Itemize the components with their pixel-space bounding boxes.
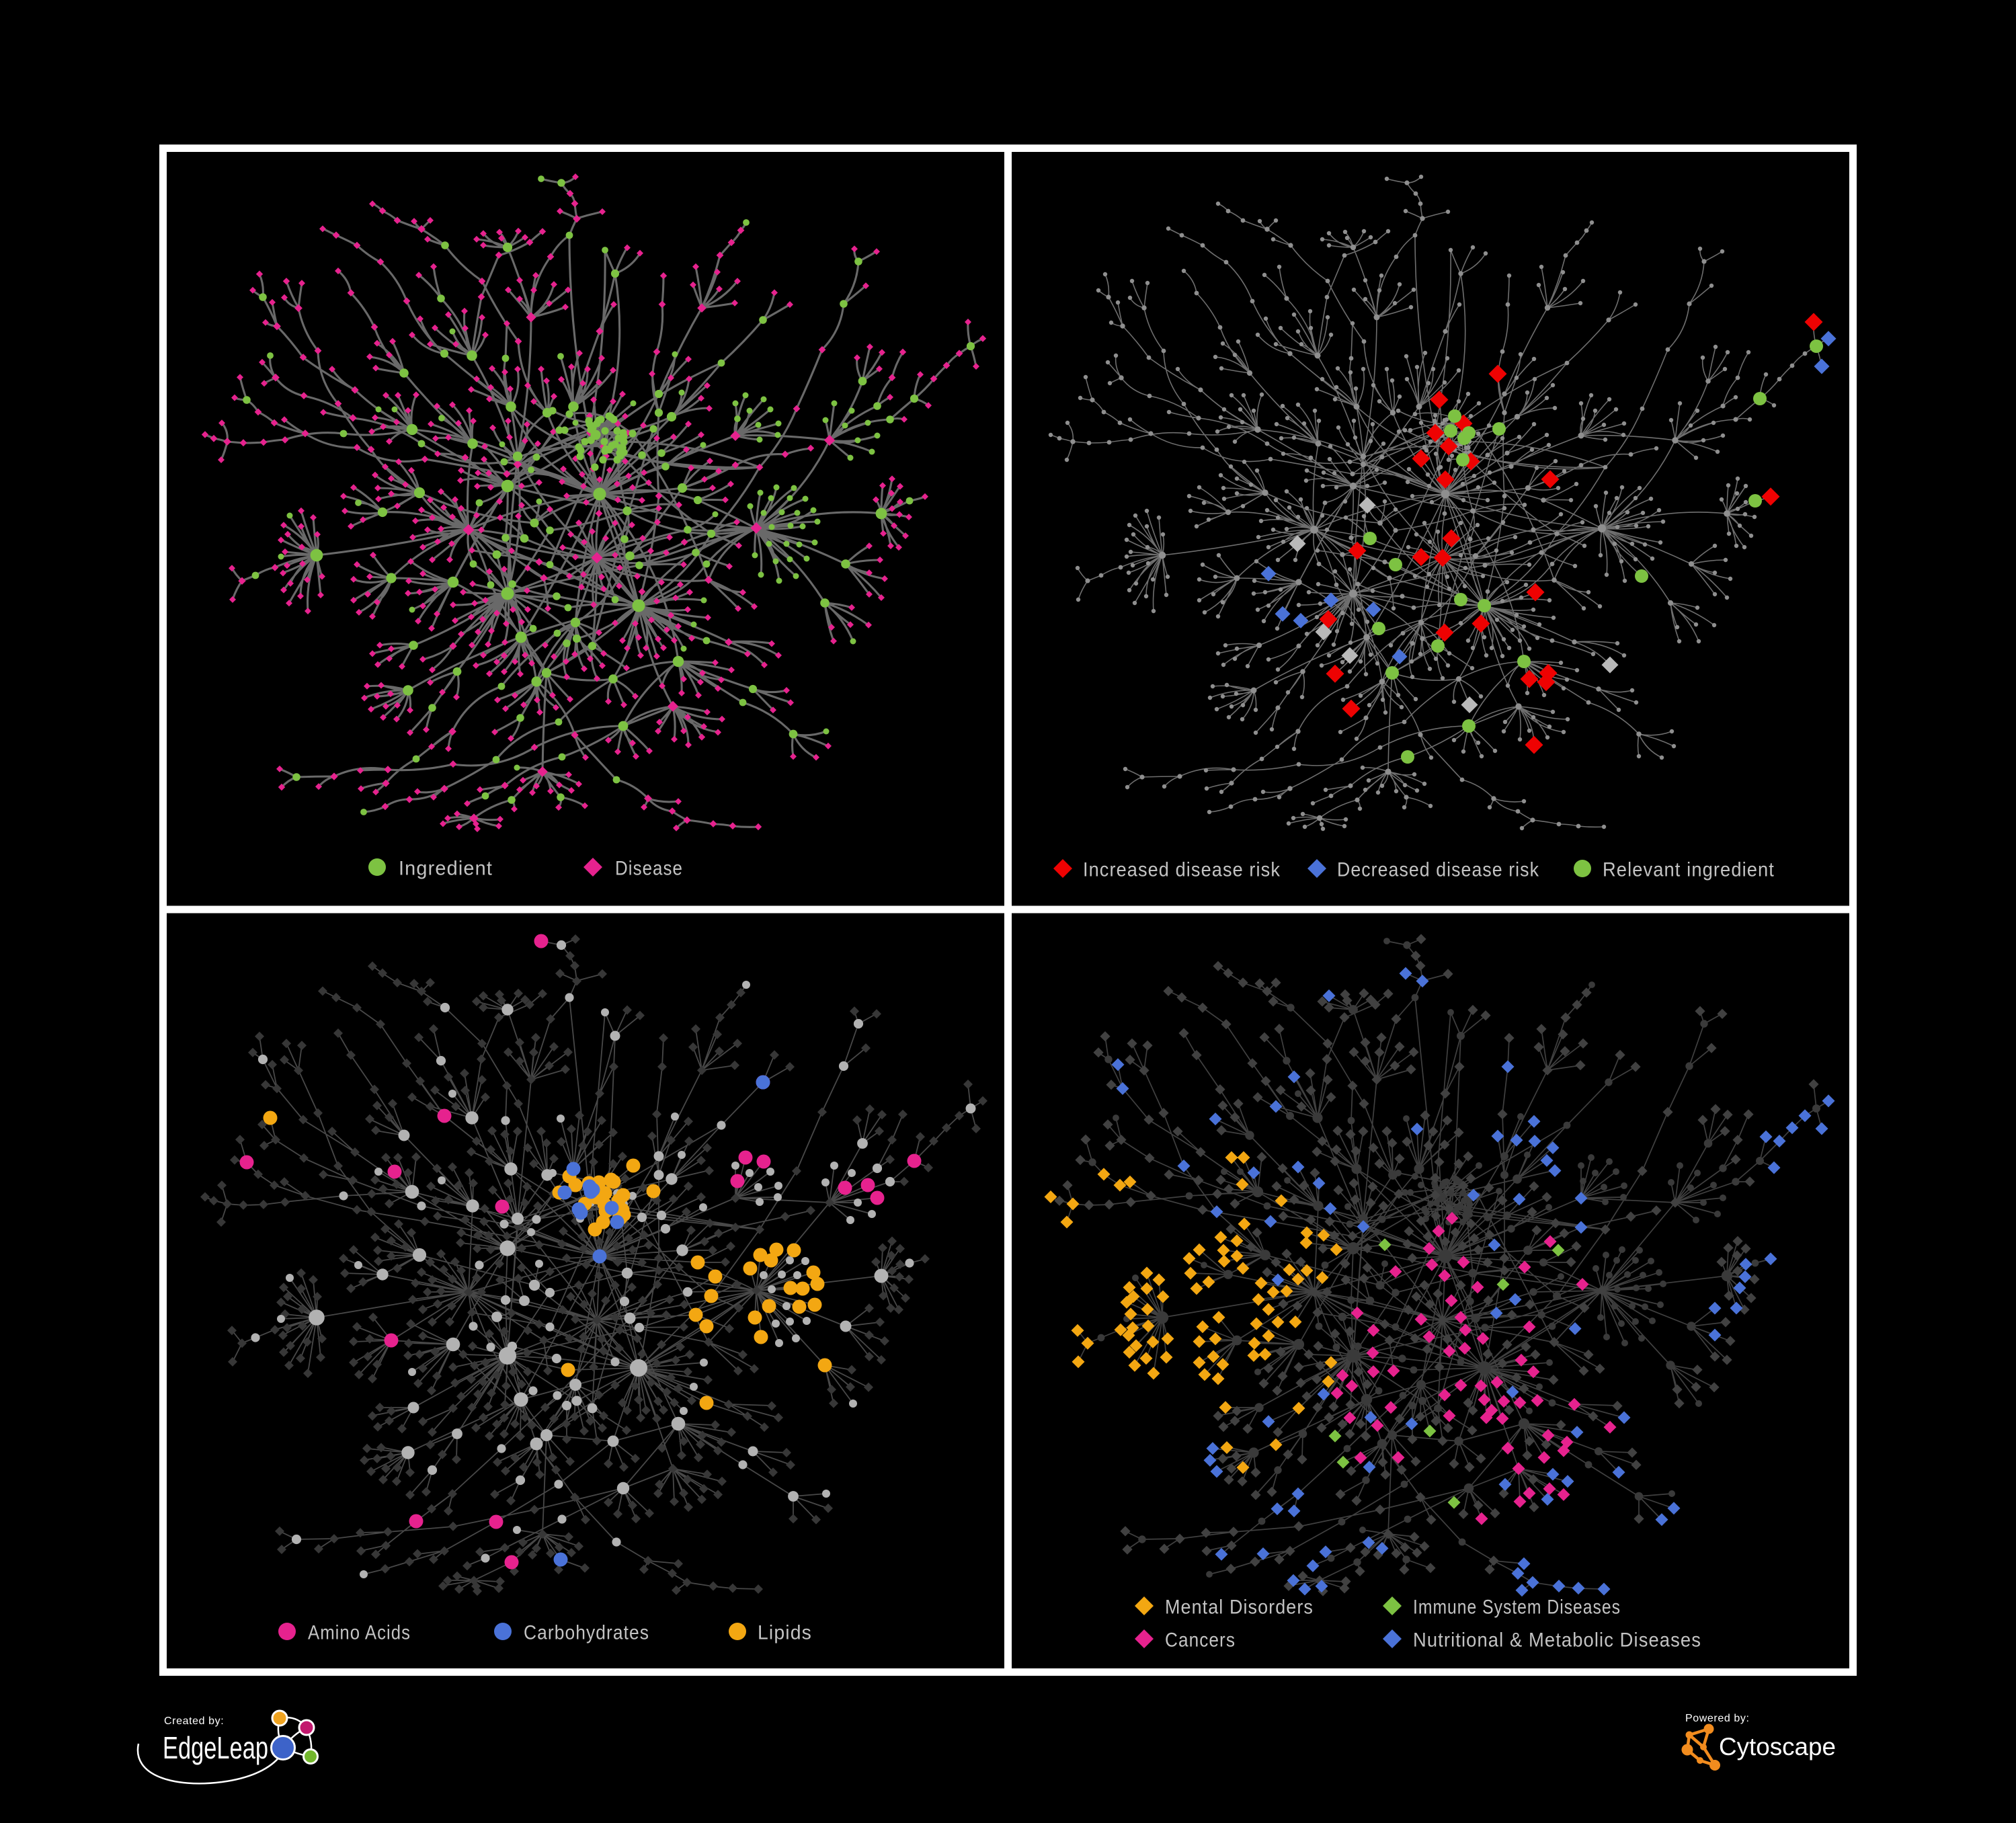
svg-text:Amino Acids: Amino Acids [308,1622,411,1644]
svg-text:Nutritional & Metabolic Diseas: Nutritional & Metabolic Diseases [1413,1629,1701,1652]
svg-text:Decreased disease risk: Decreased disease risk [1337,859,1539,881]
svg-text:Immune System Diseases: Immune System Diseases [1413,1596,1621,1619]
svg-text:Cancers: Cancers [1165,1629,1236,1652]
svg-text:Created by:: Created by: [164,1715,224,1727]
svg-text:Cytoscape: Cytoscape [1719,1733,1836,1760]
svg-text:Relevant ingredient: Relevant ingredient [1603,859,1775,881]
svg-text:Lipids: Lipids [758,1622,812,1644]
svg-text:Ingredient: Ingredient [399,858,493,880]
svg-text:Carbohydrates: Carbohydrates [524,1622,649,1644]
svg-text:Powered by:: Powered by: [1685,1713,1750,1724]
svg-text:EdgeLeap: EdgeLeap [163,1730,268,1765]
svg-text:Mental Disorders: Mental Disorders [1165,1596,1314,1619]
svg-text:Increased disease risk: Increased disease risk [1083,859,1281,881]
svg-text:Disease: Disease [615,858,683,880]
